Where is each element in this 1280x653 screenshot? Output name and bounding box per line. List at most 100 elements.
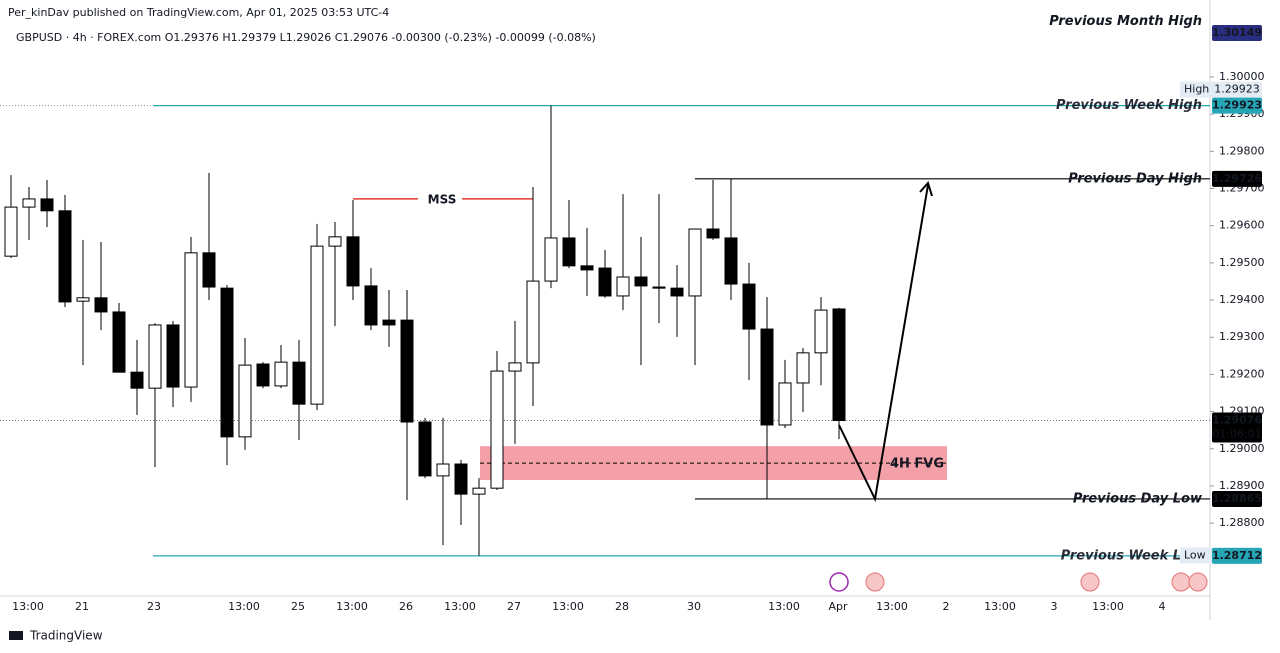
arrow-head [919,181,933,197]
y-tick-label: 1.29600 [1219,219,1265,232]
price-label-bg [1212,490,1262,507]
candle-body [616,276,630,297]
candle-body [436,463,450,477]
y-tick-label: 1.28900 [1219,479,1265,492]
price-label: 1.28865 [1212,492,1262,505]
x-tick-label: 21 [75,600,89,613]
level-label: Previous Day Low [1073,491,1203,506]
candle-body [76,297,90,302]
candle-body [238,364,252,438]
symbol-legend: GBPUSD · 4h · FOREX.com O1.29376 H1.2937… [16,31,596,44]
candle-body [832,308,846,422]
candle-body [724,237,738,285]
candle-body [796,352,810,384]
marker-label: High [1184,83,1209,96]
y-tick-label: 1.29300 [1219,330,1265,343]
candle-body [292,361,306,405]
candle-body [688,228,702,297]
x-tick-label: 23 [147,600,161,613]
price-label: 1.29923 [1212,99,1262,112]
x-tick-label: 4 [1159,600,1166,613]
x-tick-label: 2 [943,600,950,613]
x-tick-label: 3 [1051,600,1058,613]
candle-body [454,463,468,495]
y-tick-label: 1.29400 [1219,293,1265,306]
candle-body [364,285,378,326]
candle-body [328,236,342,247]
price-label: 1.28712 [1212,549,1262,562]
x-tick-label: 13:00 [768,600,800,613]
candle-body [742,283,756,330]
y-tick-label: 1.28800 [1219,516,1265,529]
candle-body [778,382,792,426]
candle-body [508,362,522,372]
logo [9,631,23,640]
price-label: 1.29076 [1212,414,1262,427]
price-label-bg [1212,25,1262,41]
x-tick-label: 26 [399,600,413,613]
candle-body [580,265,594,271]
x-tick-label: 13:00 [12,600,44,613]
candle-body [166,324,180,388]
y-tick-label: 1.29200 [1219,367,1265,380]
x-tick-label: 13:00 [552,600,584,613]
x-tick-label: 28 [615,600,629,613]
x-tick-label: 13:00 [444,600,476,613]
countdown: 01:06:01 [1212,428,1261,441]
level-label: Previous Month High [1049,14,1202,29]
candle-body [382,319,396,326]
x-tick-label: 13:00 [876,600,908,613]
marker-value: 1.29923 [1214,83,1260,96]
projection-arrow [838,184,929,503]
x-tick-label: 27 [507,600,521,613]
candle-body [526,280,540,364]
price-label: 1.29726 [1212,172,1262,185]
level-label: Previous Day High [1068,171,1202,186]
candle-body [220,287,234,438]
brand: TradingView [29,629,103,643]
price-label: 1.30149 [1212,26,1262,39]
y-tick-label: 1.29800 [1219,144,1265,157]
marker-bg [1180,81,1262,98]
price-label-bg [1212,547,1262,564]
candle-body [670,287,684,297]
candle-body [148,324,162,389]
candle-body [544,237,558,282]
price-label-bg [1212,97,1262,114]
fvg-label: 4H FVG [890,457,944,472]
candle-body [418,421,432,477]
candle-body [706,228,720,239]
candle-body [490,370,504,489]
candle-body [634,276,648,287]
level-label: Previous Week High [1056,98,1202,113]
candle-body [22,198,36,208]
candle-body [760,328,774,426]
candle-body [256,363,270,387]
candle-body [814,309,828,354]
plot: 4H FVG Previous Month High Previous Week H… [0,14,1210,563]
candle-body [310,245,324,405]
y-tick-label: 1.29500 [1219,256,1265,269]
y-tick-label: 1.29000 [1219,442,1265,455]
candle-body [112,311,126,373]
marker-label: Low [1184,548,1206,561]
candle-body [274,361,288,387]
y-tick-label: 1.30000 [1219,70,1265,83]
candle-body [652,286,666,289]
x-tick-label: 13:00 [336,600,368,613]
candle-body [58,210,72,303]
price-label-bg [1212,412,1262,443]
price-label-bg [1212,170,1262,187]
level-label: Previous Week Low [1061,548,1203,563]
x-tick-label: 13:00 [228,600,260,613]
candle-body [400,319,414,423]
publisher: Per_kinDav published on TradingView.com,… [8,6,389,19]
candle-body [472,487,486,495]
candle-body [184,252,198,388]
candle-body [94,297,108,313]
x-tick-label: 30 [687,600,701,613]
candle-body [562,237,576,267]
mss-label: MSS [428,192,457,206]
